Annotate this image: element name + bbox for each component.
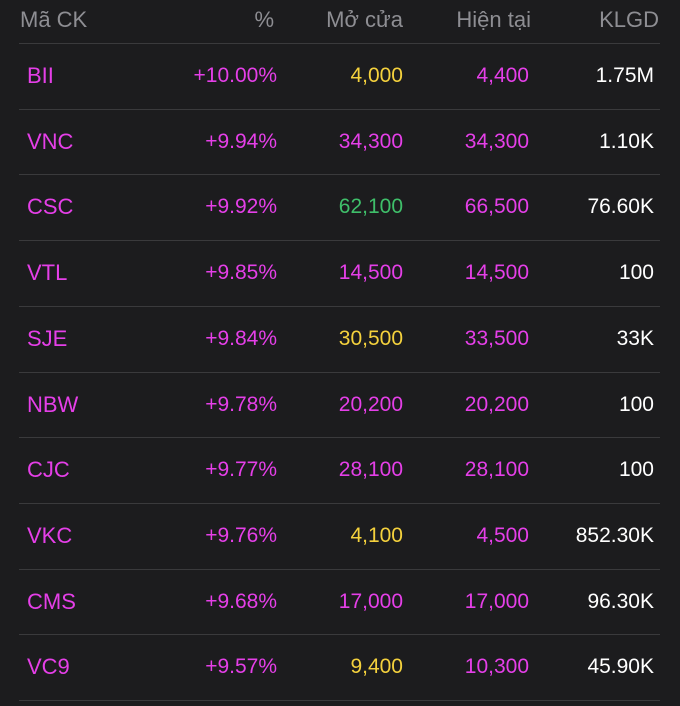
open-price: 9,400 [350,655,403,678]
row-divider [19,109,660,110]
row-divider [19,569,660,570]
stock-code: VKC [27,523,73,548]
volume: 100 [618,261,654,284]
percent-change: +9.85% [205,261,277,284]
stock-code: SJE [27,326,68,351]
table-row[interactable]: NBW +9.78% 20,200 20,200 100 [19,373,660,438]
volume: 96.30K [587,590,654,613]
stock-code: CSC [27,194,74,219]
header-volume[interactable]: KLGD [599,7,659,32]
current-price: 10,300 [464,655,529,678]
percent-change: +9.78% [205,393,277,416]
current-price: 34,300 [464,130,529,153]
current-price: 66,500 [464,195,529,218]
percent-change: +9.57% [205,655,277,678]
table-row[interactable]: CJC +9.77% 28,100 28,100 100 [19,438,660,503]
current-price: 33,500 [464,327,529,350]
header-percent[interactable]: % [254,7,274,32]
volume: 852.30K [575,524,654,547]
current-price: 28,100 [464,458,529,481]
row-divider [19,306,660,307]
volume: 1.10K [599,130,654,153]
table-row[interactable]: VKC +9.76% 4,100 4,500 852.30K [19,504,660,569]
table-row[interactable]: VTL +9.85% 14,500 14,500 100 [19,241,660,306]
table-row[interactable]: SJE +9.84% 30,500 33,500 33K [19,307,660,372]
percent-change: +9.76% [205,524,277,547]
header-divider [19,43,660,44]
stock-code: CMS [27,589,76,614]
table-row[interactable]: CSC +9.92% 62,100 66,500 76.60K [19,175,660,240]
current-price: 17,000 [464,590,529,613]
stock-code: VTL [27,260,68,285]
open-price: 14,500 [338,261,403,284]
row-divider [19,700,660,701]
header-open[interactable]: Mở cửa [326,7,403,32]
volume: 76.60K [587,195,654,218]
stock-code: CJC [27,457,70,482]
stock-code: VC9 [27,654,70,679]
table-header: Mã CK % Mở cửa Hiện tại KLGD [0,0,680,44]
table-row[interactable]: VC9 +9.57% 9,400 10,300 45.90K [19,635,660,700]
stock-code: VNC [27,129,74,154]
stock-code: NBW [27,392,79,417]
header-code[interactable]: Mã CK [20,7,88,32]
current-price: 14,500 [464,261,529,284]
row-divider [19,634,660,635]
open-price: 4,000 [350,64,403,87]
percent-change: +9.84% [205,327,277,350]
percent-change: +9.92% [205,195,277,218]
open-price: 28,100 [338,458,403,481]
volume: 100 [618,393,654,416]
volume: 1.75M [595,64,654,87]
current-price: 4,500 [476,524,529,547]
percent-change: +9.77% [205,458,277,481]
open-price: 34,300 [338,130,403,153]
row-divider [19,240,660,241]
volume: 45.90K [587,655,654,678]
table-row[interactable]: BII +10.00% 4,000 4,400 1.75M [19,44,660,109]
table-row[interactable]: VNC +9.94% 34,300 34,300 1.10K [19,110,660,175]
header-current[interactable]: Hiện tại [456,7,531,32]
volume: 100 [618,458,654,481]
percent-change: +9.68% [205,590,277,613]
percent-change: +9.94% [205,130,277,153]
current-price: 20,200 [464,393,529,416]
row-divider [19,372,660,373]
open-price: 62,100 [338,195,403,218]
row-divider [19,503,660,504]
open-price: 4,100 [350,524,403,547]
stock-code: BII [27,63,54,88]
table-row[interactable]: CMS +9.68% 17,000 17,000 96.30K [19,570,660,635]
open-price: 20,200 [338,393,403,416]
open-price: 30,500 [338,327,403,350]
percent-change: +10.00% [193,64,278,87]
row-divider [19,174,660,175]
current-price: 4,400 [476,64,529,87]
volume: 33K [616,327,654,350]
row-divider [19,437,660,438]
open-price: 17,000 [338,590,403,613]
